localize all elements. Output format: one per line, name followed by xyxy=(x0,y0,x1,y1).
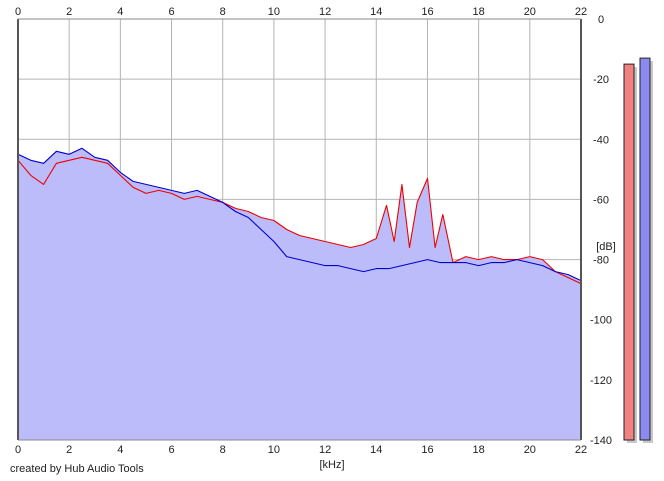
y-tick-labels: 0 -20 -40 -60 -80 -100 -120 -140 xyxy=(590,14,612,447)
y-tick-label: -100 xyxy=(590,315,612,327)
x-tick-label-bottom: 6 xyxy=(168,444,174,456)
y-tick-label: -80 xyxy=(593,255,609,267)
series-line-red xyxy=(17,156,582,285)
x-tick-label-bottom: 2 xyxy=(66,444,72,456)
x-tick-label-top: 2 xyxy=(66,6,72,18)
x-tick-label-top: 18 xyxy=(473,6,485,18)
y-tick-label: -120 xyxy=(590,375,612,387)
x-tick-label-top: 20 xyxy=(524,6,536,18)
x-tick-label-top: 0 xyxy=(15,6,21,18)
x-tick-label-top: 6 xyxy=(168,6,174,18)
x-tick-label-bottom: 22 xyxy=(575,444,587,456)
x-tick-label-bottom: 14 xyxy=(370,444,382,456)
x-tick-label-top: 10 xyxy=(268,6,280,18)
credit-text: created by Hub Audio Tools xyxy=(10,463,144,475)
x-tick-label-top: 8 xyxy=(220,6,226,18)
x-tick-label-bottom: 12 xyxy=(319,444,331,456)
spectrum-fill-area-b xyxy=(18,148,581,441)
x-tick-label-bottom: 20 xyxy=(524,444,536,456)
x-axis-label: [kHz] xyxy=(319,459,344,471)
y-tick-label: -140 xyxy=(590,435,612,447)
level-meter-bar xyxy=(639,57,651,441)
level-meters xyxy=(623,57,653,443)
x-tick-label-bottom: 8 xyxy=(220,444,226,456)
x-tick-label-top: 4 xyxy=(117,6,123,18)
x-tick-labels-bottom: 0 2 4 6 8 10 12 14 16 18 20 22 xyxy=(15,444,587,456)
x-tick-label-top: 16 xyxy=(421,6,433,18)
y-axis-label: [dB] xyxy=(596,241,616,253)
x-tick-label-bottom: 16 xyxy=(421,444,433,456)
y-tick-label: 0 xyxy=(598,14,604,26)
plot-frame xyxy=(17,18,582,441)
y-tick-label: -60 xyxy=(593,194,609,206)
series-group xyxy=(17,147,582,441)
x-tick-label-bottom: 18 xyxy=(473,444,485,456)
y-tick-label: -40 xyxy=(593,134,609,146)
x-tick-label-bottom: 4 xyxy=(117,444,123,456)
x-tick-label-top: 12 xyxy=(319,6,331,18)
series-line-blue xyxy=(17,147,582,282)
x-tick-label-top: 22 xyxy=(575,6,587,18)
x-tick-label-bottom: 0 xyxy=(15,444,21,456)
x-tick-label-top: 14 xyxy=(370,6,382,18)
level-meter-bar xyxy=(623,63,635,441)
y-tick-label: -20 xyxy=(593,74,609,86)
x-tick-labels-top: 0 2 4 6 8 10 12 14 16 18 20 22 xyxy=(15,6,587,18)
x-tick-label-bottom: 10 xyxy=(268,444,280,456)
